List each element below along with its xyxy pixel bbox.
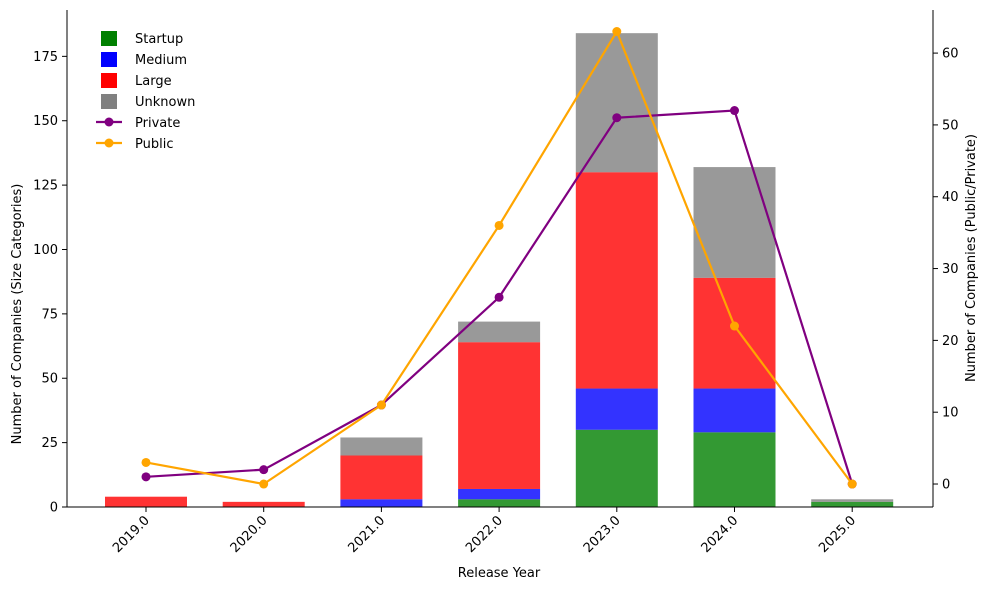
bar-medium-3	[458, 488, 541, 500]
bar-unknown-2	[340, 437, 423, 456]
y-tick-label-right: 0	[942, 478, 950, 493]
bar-startup-6	[811, 501, 894, 507]
point-private-4	[612, 113, 622, 123]
y-tick-label-left: 50	[41, 372, 58, 387]
x-tick-label: 2022.0	[463, 513, 506, 556]
legend-label-large: Large	[135, 74, 172, 89]
point-public-1	[259, 479, 269, 489]
y-axis-label-left: Number of Companies (Size Categories)	[10, 184, 25, 445]
x-tick-label: 2020.0	[228, 513, 271, 556]
point-public-2	[376, 400, 386, 410]
y-tick-label-right: 30	[942, 262, 959, 277]
bar-startup-3	[458, 499, 541, 507]
y-tick-label-right: 60	[942, 47, 959, 62]
bar-startup-4	[575, 429, 658, 507]
y-tick-label-left: 125	[33, 179, 58, 194]
bar-large-3	[458, 342, 541, 489]
point-public-5	[730, 321, 739, 331]
x-tick-label: 2025.0	[816, 513, 859, 556]
bar-large-2	[340, 455, 423, 500]
y-tick-label-right: 20	[942, 334, 959, 349]
x-tick-label: 2021.0	[345, 513, 388, 556]
bar-medium-2	[340, 499, 423, 507]
bar-layer	[105, 33, 894, 507]
bar-large-0	[105, 496, 187, 507]
line-layer	[141, 27, 857, 489]
point-public-0	[141, 457, 151, 467]
y-tick-label-left: 100	[33, 243, 58, 258]
y-axis-label-right: Number of Companies (Public/Private)	[964, 134, 979, 382]
legend-swatch-medium	[101, 52, 117, 67]
point-private-1	[259, 465, 269, 475]
bar-unknown-3	[458, 321, 541, 343]
legend: Startup Medium Large Unknown Private Public	[96, 31, 195, 152]
legend-label-startup: Startup	[135, 32, 183, 47]
point-private-3	[494, 292, 504, 302]
point-public-4	[612, 27, 622, 37]
y-tick-label-left: 25	[41, 436, 58, 451]
y-tick-label-left: 75	[41, 307, 58, 322]
legend-marker-public	[104, 138, 114, 148]
legend-label-unknown: Unknown	[135, 95, 195, 110]
bar-large-5	[693, 277, 776, 389]
point-public-3	[494, 220, 504, 230]
bar-unknown-6	[811, 499, 894, 502]
y-tick-label-left: 0	[50, 501, 58, 516]
legend-marker-private	[104, 117, 114, 127]
legend-label-medium: Medium	[135, 53, 187, 68]
bar-large-4	[575, 172, 658, 389]
x-axis-label: Release Year	[458, 566, 541, 581]
legend-swatch-unknown	[101, 94, 117, 109]
bar-large-1	[222, 501, 305, 507]
y-tick-label-right: 40	[942, 190, 959, 205]
bar-medium-5	[693, 388, 776, 433]
bar-medium-4	[575, 388, 658, 430]
x-tick-label: 2024.0	[699, 513, 742, 556]
y-tick-label-right: 50	[942, 118, 959, 133]
legend-swatch-large	[101, 73, 117, 88]
bar-startup-5	[693, 432, 776, 507]
y-tick-label-left: 175	[33, 50, 58, 65]
legend-swatch-startup	[101, 31, 117, 46]
bar-unknown-5	[693, 167, 776, 278]
point-private-0	[141, 472, 151, 482]
point-public-6	[847, 479, 857, 489]
y-tick-label-left: 150	[33, 114, 58, 129]
y-tick-label-right: 10	[942, 406, 959, 421]
legend-label-private: Private	[135, 116, 180, 131]
x-tick-label: 2023.0	[581, 513, 624, 556]
legend-label-public: Public	[135, 137, 173, 152]
x-tick-label: 2019.0	[110, 513, 153, 556]
point-private-5	[730, 106, 739, 116]
